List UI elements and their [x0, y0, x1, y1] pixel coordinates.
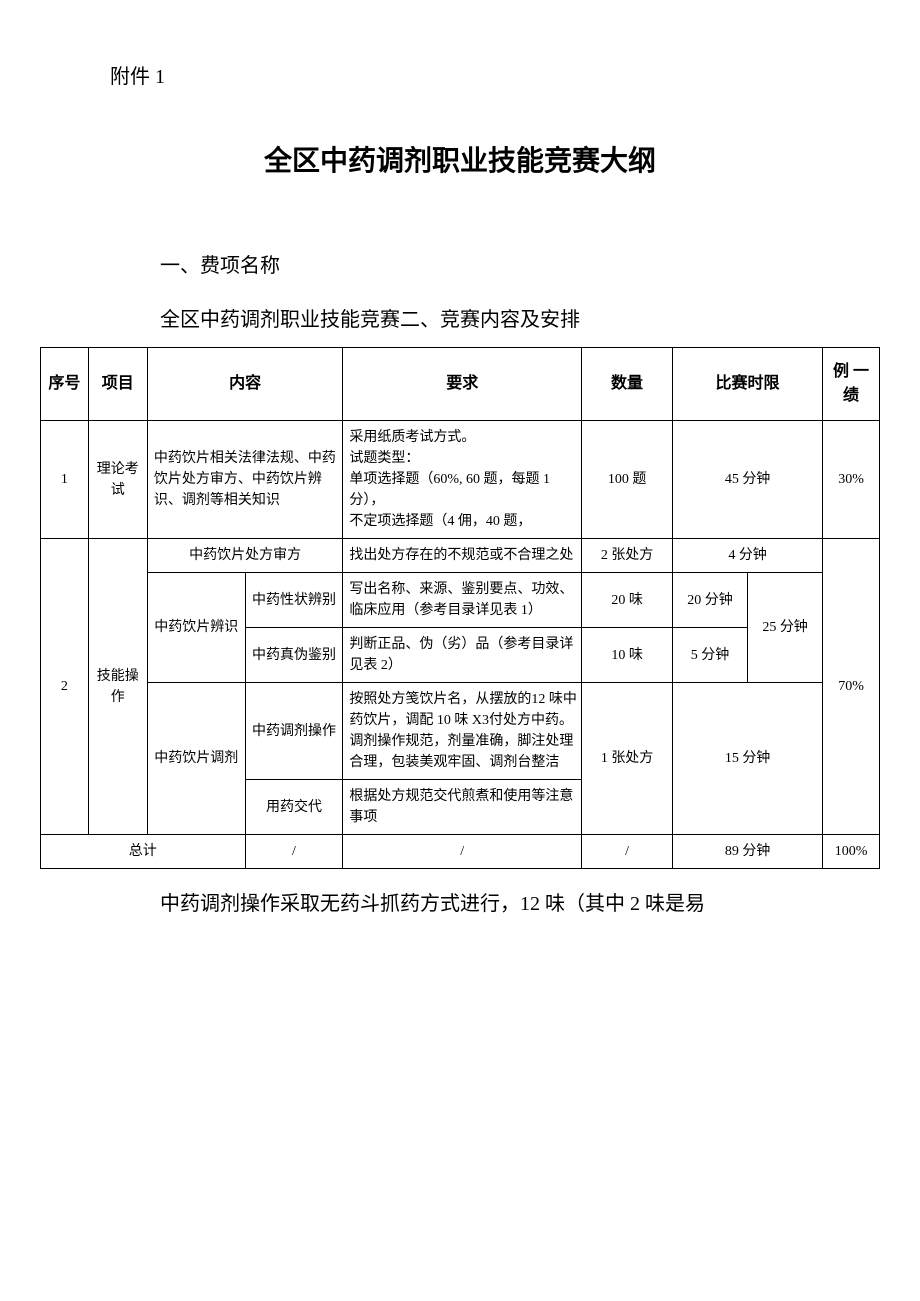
header-quantity: 数量 — [582, 348, 673, 421]
row2-seq: 2 — [41, 539, 89, 835]
row1-score: 30% — [823, 421, 880, 539]
row2-sub2a-requirement: 写出名称、来源、鉴别要点、功效、临床应用（参考目录详见表 1） — [343, 573, 582, 628]
footer-text: 中药调剂操作采取无药斗抓药方式进行，12 味（其中 2 味是易 — [160, 887, 880, 916]
main-title: 全区中药调剂职业技能竞赛大纲 — [40, 139, 880, 179]
row1-quantity: 100 题 — [582, 421, 673, 539]
total-time: 89 分钟 — [673, 835, 823, 869]
total-score: 100% — [823, 835, 880, 869]
row2-sub2a-quantity: 20 味 — [582, 573, 673, 628]
header-content: 内容 — [147, 348, 343, 421]
row2-sub3a-requirement: 按照处方笺饮片名，从摆放的12 味中药饮片，调配 10 味 X3付处方中药。 调… — [343, 683, 582, 780]
total-content: / — [245, 835, 343, 869]
row2-sub1-quantity: 2 张处方 — [582, 539, 673, 573]
row-2-sub2a: 中药饮片辨识 中药性状辨别 写出名称、来源、鉴别要点、功效、临床应用（参考目录详… — [41, 573, 880, 628]
row1-seq: 1 — [41, 421, 89, 539]
row2-project: 技能操作 — [88, 539, 147, 835]
row2-sub2-content: 中药饮片辨识 — [147, 573, 245, 683]
row2-sub3-content: 中药饮片调剂 — [147, 683, 245, 835]
row1-time: 45 分钟 — [673, 421, 823, 539]
total-label: 总计 — [41, 835, 246, 869]
competition-table: 序号 项目 内容 要求 数量 比赛时限 例 一绩 1 理论考试 中药饮片相关法律… — [40, 347, 880, 869]
row-2-sub1: 2 技能操作 中药饮片处方审方 找出处方存在的不规范或不合理之处 2 张处方 4… — [41, 539, 880, 573]
header-score: 例 一绩 — [823, 348, 880, 421]
attachment-label: 附件 1 — [110, 60, 880, 89]
row-1: 1 理论考试 中药饮片相关法律法规、中药饮片处方审方、中药饮片辨识、调剂等相关知… — [41, 421, 880, 539]
intro-text: 全区中药调剂职业技能竞赛二、竞赛内容及安排 — [160, 303, 880, 332]
row2-sub1-requirement: 找出处方存在的不规范或不合理之处 — [343, 539, 582, 573]
row-2-sub3a: 中药饮片调剂 中药调剂操作 按照处方笺饮片名，从摆放的12 味中药饮片，调配 1… — [41, 683, 880, 780]
row2-sub1-content: 中药饮片处方审方 — [147, 539, 343, 573]
row2-sub3a-subcontent: 中药调剂操作 — [245, 683, 343, 780]
row2-sub1-time: 4 分钟 — [673, 539, 823, 573]
header-project: 项目 — [88, 348, 147, 421]
row1-content: 中药饮片相关法律法规、中药饮片处方审方、中药饮片辨识、调剂等相关知识 — [147, 421, 343, 539]
row2-sub2-time-total: 25 分钟 — [748, 573, 823, 683]
header-row: 序号 项目 内容 要求 数量 比赛时限 例 一绩 — [41, 348, 880, 421]
row2-sub2b-subcontent: 中药真伪鉴别 — [245, 628, 343, 683]
header-requirement: 要求 — [343, 348, 582, 421]
row2-sub2a-subcontent: 中药性状辨别 — [245, 573, 343, 628]
row2-sub2b-time: 5 分钟 — [673, 628, 748, 683]
header-time: 比赛时限 — [673, 348, 823, 421]
row1-project: 理论考试 — [88, 421, 147, 539]
row2-score: 70% — [823, 539, 880, 835]
row1-requirement: 采用纸质考试方式。 试题类型： 单项选择题（60%, 60 题，每题 1 分），… — [343, 421, 582, 539]
row2-sub3-time: 15 分钟 — [673, 683, 823, 835]
total-row: 总计 / / / 89 分钟 100% — [41, 835, 880, 869]
row2-sub3b-requirement: 根据处方规范交代煎煮和使用等注意事项 — [343, 780, 582, 835]
header-seq: 序号 — [41, 348, 89, 421]
total-requirement: / — [343, 835, 582, 869]
row2-sub2b-requirement: 判断正品、伪（劣）品（参考目录详见表 2） — [343, 628, 582, 683]
row2-sub2b-quantity: 10 味 — [582, 628, 673, 683]
section-heading: 一、费项名称 — [160, 249, 880, 278]
row2-sub2a-time: 20 分钟 — [673, 573, 748, 628]
total-quantity: / — [582, 835, 673, 869]
row2-sub3b-subcontent: 用药交代 — [245, 780, 343, 835]
row2-sub3-quantity: 1 张处方 — [582, 683, 673, 835]
